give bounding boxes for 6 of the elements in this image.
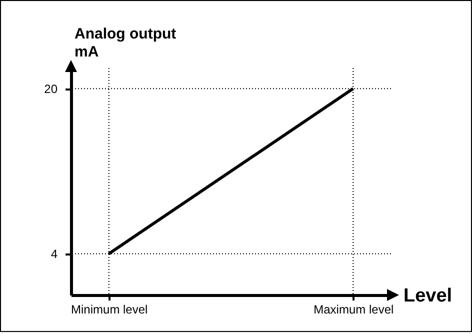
- y-axis-title: Analog output mA: [74, 26, 176, 60]
- x-tick-label: Minimum level: [71, 302, 148, 316]
- x-tick-label: Maximum level: [314, 302, 394, 316]
- x-axis-title: Level: [404, 286, 452, 306]
- y-tick-label: 20: [44, 82, 58, 96]
- y-tick-label: 4: [50, 247, 58, 262]
